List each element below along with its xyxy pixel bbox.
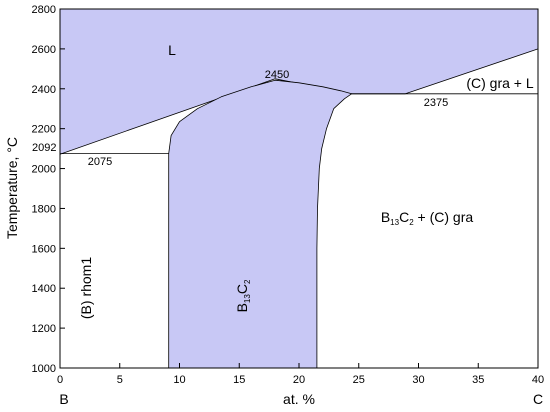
x-tick-label: 20 [293,374,305,386]
annotation-max-2450: 2450 [265,69,289,81]
label-liquid: L [168,42,176,58]
region-b13c2 [168,79,353,369]
y-tick-label: 1400 [32,283,56,295]
x-tick-label: 30 [412,374,424,386]
x-end-label-left: B [59,391,68,407]
y-tick-label: 2400 [32,84,56,96]
annotation-2092: 2092 [32,142,56,154]
y-tick-label: 1800 [32,203,56,215]
y-tick-label: 1000 [32,363,56,375]
x-tick-label: 0 [57,374,63,386]
x-end-label-right: C [533,391,543,407]
y-tick-label: 2600 [32,44,56,56]
label-boron-rhom1: (B) rhom1 [78,257,94,319]
annotation-2375: 2375 [424,97,448,109]
label-b13c2-phase: B13C2 [234,279,252,312]
x-tick-label: 10 [173,374,185,386]
y-tick-label: 1200 [32,323,56,335]
label-b13c2-plus-gra: B13C2 + (C) gra [381,209,474,227]
x-axis-title: at. % [283,391,315,407]
annotation-2075: 2075 [88,156,112,168]
boundary-lines [60,93,538,155]
y-tick-label: 1600 [32,243,56,255]
x-axis: 0 5 10 15 20 25 30 35 40 [57,363,544,386]
label-gra-plus-liquid: (C) gra + L [466,75,534,91]
y-tick-label: 2800 [32,4,56,16]
x-tick-label: 25 [353,374,365,386]
y-tick-label: 2200 [32,124,56,136]
x-tick-label: 15 [233,374,245,386]
x-tick-label: 5 [117,374,123,386]
x-tick-label: 35 [472,374,484,386]
y-axis-title: Temperature, °C [4,137,20,239]
y-tick-label: 2000 [32,164,56,176]
y-axis: 1000 1200 1400 1600 1800 2000 2200 2400 2600 2800 [32,4,65,375]
phase-regions [59,8,539,369]
x-tick-label: 40 [532,374,544,386]
